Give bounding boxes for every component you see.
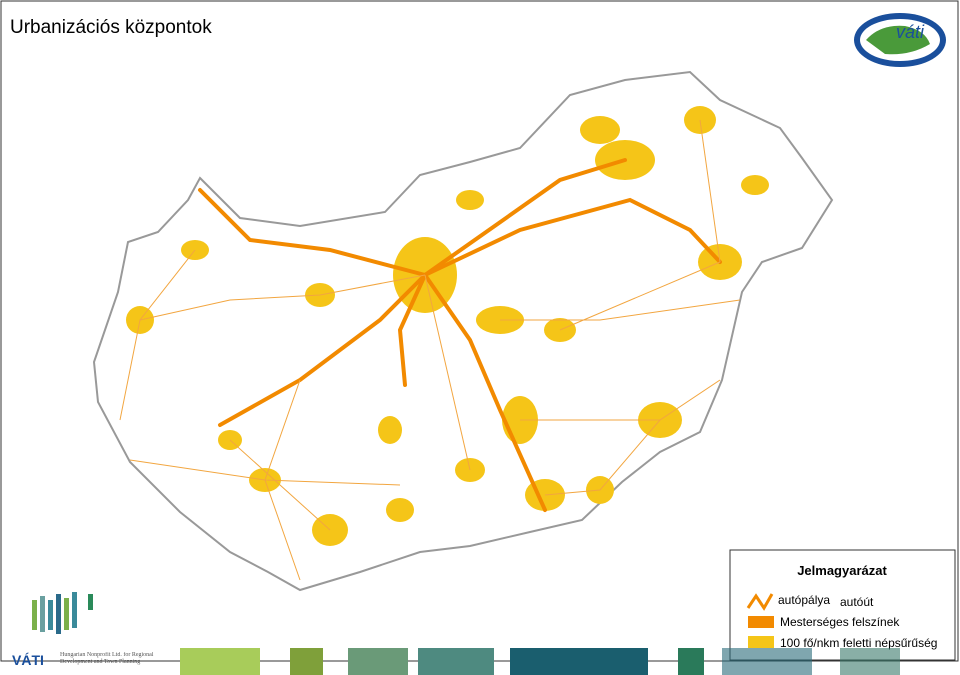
- roads: [119, 119, 741, 581]
- footer-logo: VÁTI Hungarian Nonprofit Ltd. for Region…: [12, 592, 154, 668]
- footer-subtitle-box: Hungarian Nonprofit Ltd. for Regional De…: [60, 652, 154, 665]
- legend-item: autóút: [840, 595, 874, 609]
- footer-bars: [180, 648, 900, 675]
- legend: Jelmagyarázat autópálya autóút Mesterség…: [729, 549, 956, 661]
- legend-title: Jelmagyarázat: [797, 563, 887, 578]
- legend-swatch: [748, 636, 774, 648]
- title: Urbanizációs központok: [10, 17, 212, 38]
- motorways: [198, 158, 722, 512]
- footer-brand: VÁTI: [12, 652, 44, 668]
- logo: váti: [854, 13, 946, 67]
- legend-item: 100 fő/nkm feletti népsűrűség: [780, 636, 937, 650]
- legend-swatch: [748, 616, 774, 628]
- logo-text: váti: [896, 22, 925, 42]
- legend-item: autópálya: [778, 593, 830, 607]
- legend-item: Mesterséges felszínek: [780, 615, 900, 629]
- footer-subtitle: Hungarian Nonprofit Ltd. for Regional De…: [60, 652, 154, 665]
- legend-line-icon: [746, 593, 774, 611]
